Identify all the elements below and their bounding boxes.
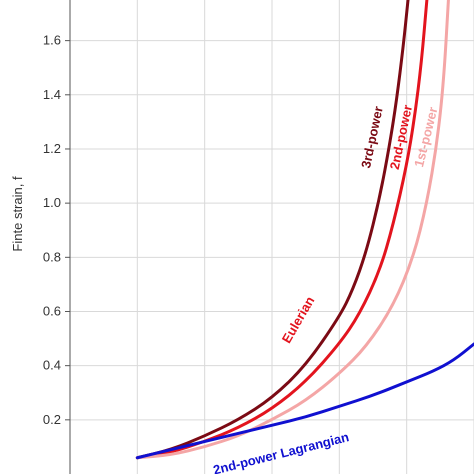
eulerian-group-label: Eulerian: [279, 294, 318, 346]
series-label-0: 3rd-power: [358, 105, 386, 170]
y-tick-label-7: 1.6: [43, 33, 61, 48]
y-tick-labels: 0.2 0.4 0.6 0.8 1.0 1.2 1.4 1.6: [43, 33, 70, 427]
y-tick-label-5: 1.2: [43, 141, 61, 156]
y-axis-label: Finte strain, f: [10, 176, 25, 252]
y-tick-label-2: 0.6: [43, 303, 61, 318]
y-tick-label-1: 0.4: [43, 358, 61, 373]
vertical-gridlines: [136, 0, 474, 474]
y-tick-label-4: 1.0: [43, 195, 61, 210]
series-line-3: [135, 342, 474, 460]
y-tick-label-6: 1.4: [43, 87, 61, 102]
series-line-0: [135, 0, 410, 460]
series-line-2: [135, 0, 450, 460]
y-tick-label-0: 0.2: [43, 412, 61, 427]
series-lines: [135, 0, 474, 460]
y-tick-label-3: 0.8: [43, 249, 61, 264]
series-line-1: [135, 0, 429, 460]
